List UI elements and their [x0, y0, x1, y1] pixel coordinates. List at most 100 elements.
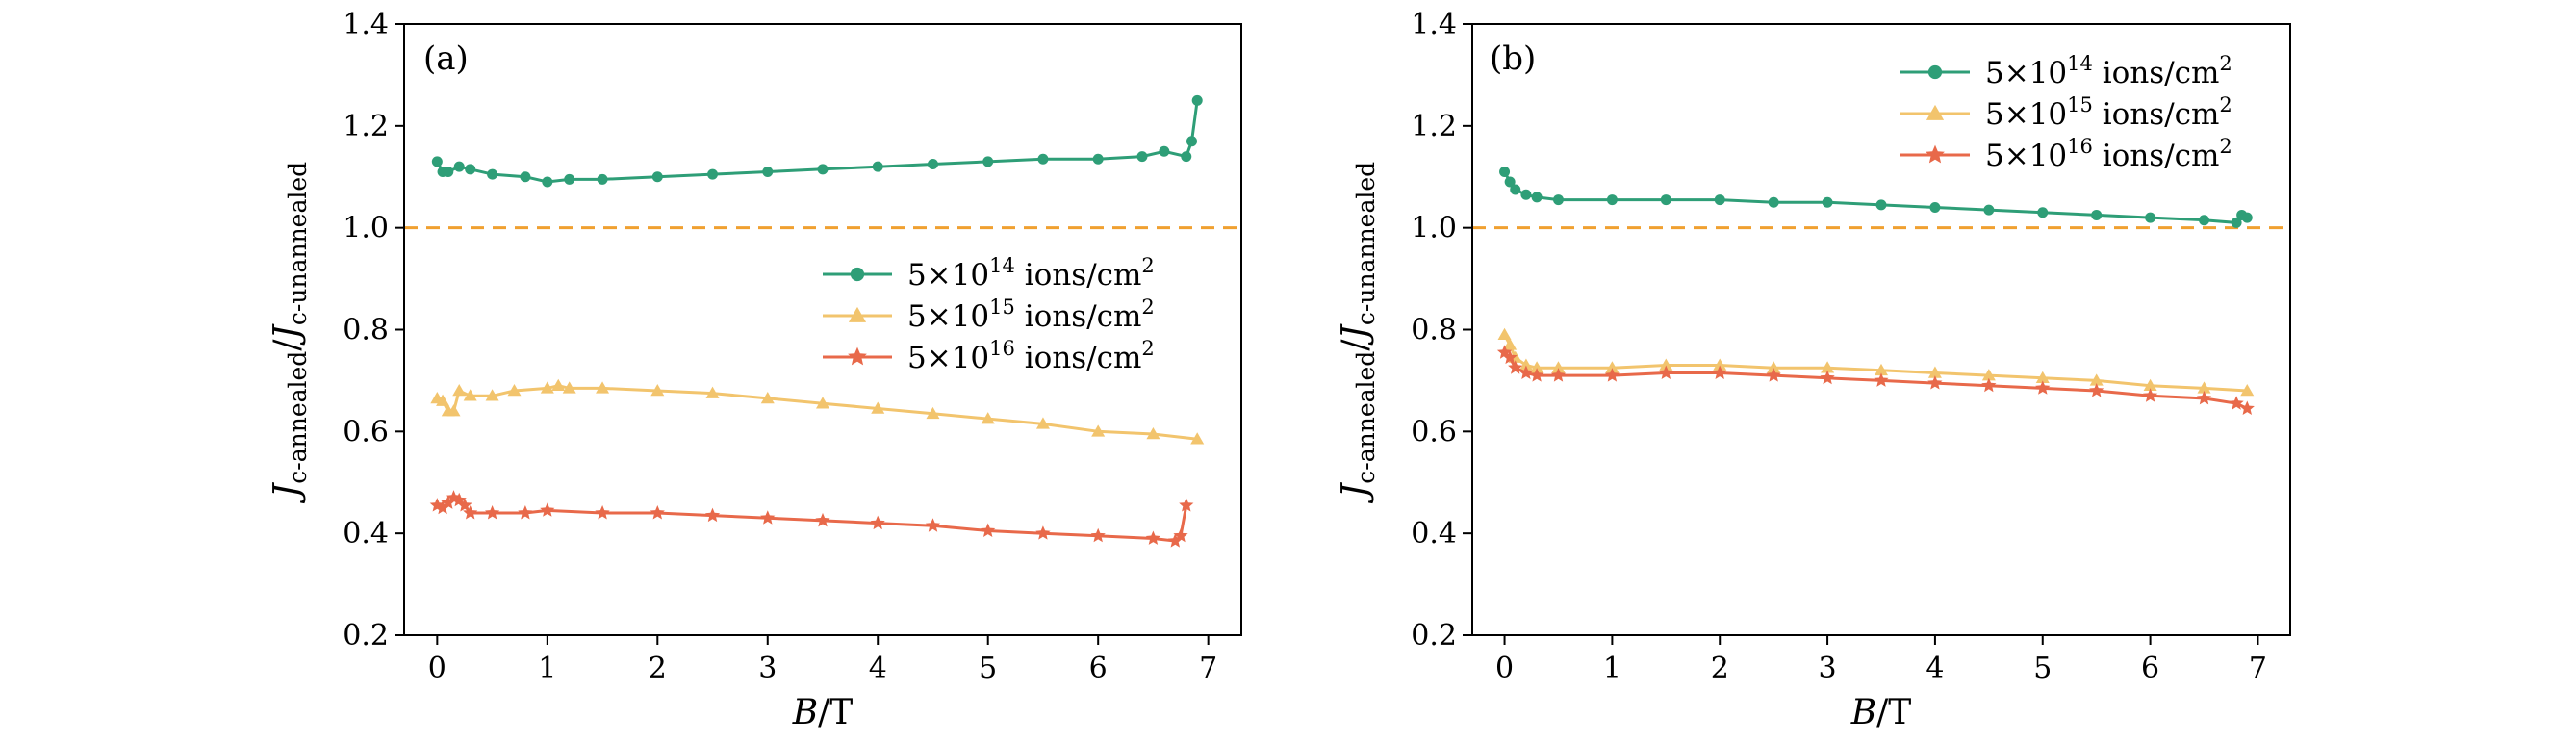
data-point [435, 500, 450, 515]
data-point [1874, 372, 1889, 387]
series-line [435, 100, 1199, 184]
legend-unit: ions/cm [1015, 258, 1142, 293]
data-point [2197, 381, 2211, 394]
x-tick-label: 4 [1926, 652, 1944, 685]
data-point [1927, 366, 1942, 378]
data-point [562, 381, 576, 394]
data-point [1766, 368, 1781, 382]
data-point [542, 176, 553, 188]
y-axis-label: Jc-annealed/Jc-unannealed [268, 162, 312, 504]
legend-unit-exponent: 2 [2219, 52, 2232, 75]
y-axis-slash: / [268, 339, 307, 351]
legend-marker [1927, 64, 1943, 80]
data-point [457, 498, 472, 512]
legend-unit-exponent: 2 [1141, 254, 1154, 277]
data-point [2229, 396, 2244, 410]
data-point [1658, 365, 1673, 379]
x-tick-label: 5 [979, 652, 997, 685]
data-point [2196, 390, 2212, 405]
data-point [1875, 199, 1887, 211]
legend-unit-exponent: 2 [2219, 93, 2232, 116]
legend-exponent: 16 [989, 337, 1015, 360]
data-point [982, 156, 994, 167]
data-point [705, 386, 720, 398]
data-point [1181, 151, 1192, 163]
data-point [1875, 363, 1888, 376]
y-tick-label: 0.4 [343, 517, 389, 551]
panel-label: (a) [423, 39, 469, 78]
data-point [1518, 358, 1533, 371]
data-point [1520, 189, 1532, 200]
chart-panel-0: 0 1 2 3 4 5 6 7 0.2 0.4 0.6 0.8 1.0 1.2 1.4 B/T Jc-annea… [268, 8, 1242, 732]
y-tick-label: 0.6 [343, 415, 389, 448]
data-point [452, 384, 467, 397]
data-point [1499, 166, 1511, 177]
data-point [926, 406, 940, 420]
data-point [1136, 151, 1148, 163]
y-tick-label: 1.2 [1411, 110, 1457, 143]
chart-panel-1: 0 1 2 3 4 5 6 7 0.2 0.4 0.6 0.8 1.0 1.2 1.4 B/T Jc-annea… [1336, 8, 2291, 732]
data-point [2199, 215, 2210, 226]
data-point [1145, 530, 1160, 545]
data-point [816, 397, 829, 409]
data-point [2035, 371, 2050, 384]
data-point [1092, 153, 1104, 165]
data-point [2089, 373, 2104, 386]
x-tick-label: 7 [1199, 652, 1217, 685]
data-point [1822, 196, 1833, 208]
x-axis-label: B/T [1850, 693, 1912, 732]
series-triangle [430, 378, 1205, 445]
data-point [1768, 196, 1779, 208]
data-point [443, 166, 454, 177]
y-tick-label: 0.2 [343, 619, 389, 653]
legend-exponent: 14 [2067, 52, 2093, 75]
data-point [1606, 194, 1618, 206]
y-axis-subscript: c-annealed [284, 351, 312, 484]
data-point [815, 512, 830, 527]
data-point [1035, 417, 1050, 429]
data-point [1983, 204, 1995, 216]
data-point [463, 505, 478, 520]
y-tick-label: 0.2 [1411, 619, 1457, 653]
x-axis-symbol: B [1850, 693, 1876, 732]
y-axis-slash: / [1336, 339, 1375, 351]
data-point [540, 381, 554, 394]
data-point [1552, 194, 1564, 206]
y-tick-label: 1.0 [1411, 212, 1457, 245]
data-point [981, 412, 995, 424]
data-point [2241, 212, 2253, 223]
legend-unit: ions/cm [2093, 56, 2220, 90]
data-point [446, 404, 461, 417]
data-point [650, 384, 665, 397]
x-tick-label: 0 [1495, 652, 1514, 685]
data-point [1190, 432, 1205, 445]
data-point [597, 173, 608, 185]
data-point [1821, 361, 1835, 373]
data-point [1981, 377, 1997, 393]
legend-base: 5×10 [1985, 139, 2067, 173]
data-point [1531, 192, 1543, 203]
legend-exponent: 15 [989, 295, 1015, 319]
x-axis-symbol: B [792, 693, 818, 732]
data-point [1712, 365, 1727, 379]
data-point [485, 505, 500, 520]
data-point [1510, 184, 1521, 195]
data-point [1820, 370, 1835, 385]
data-point [817, 164, 829, 175]
data-point [436, 394, 450, 406]
y-tick-label: 0.4 [1411, 517, 1457, 551]
y-axis-label: Jc-annealed/Jc-unannealed [1336, 162, 1380, 504]
data-point [2240, 384, 2255, 397]
data-point [650, 505, 665, 520]
x-tick-label: 6 [1089, 652, 1108, 685]
data-point [1604, 368, 1620, 382]
legend-marker [848, 346, 867, 366]
y-tick-label: 0.8 [1411, 314, 1457, 347]
x-axis-unit: /T [818, 693, 853, 732]
legend-label: 5×1016 ions/cm2 [1985, 135, 2232, 173]
legend-exponent: 14 [989, 254, 1015, 277]
data-point [2091, 209, 2103, 220]
legend-marker [1926, 104, 1945, 120]
legend-label: 5×1015 ions/cm2 [907, 295, 1155, 334]
data-point [441, 495, 456, 509]
